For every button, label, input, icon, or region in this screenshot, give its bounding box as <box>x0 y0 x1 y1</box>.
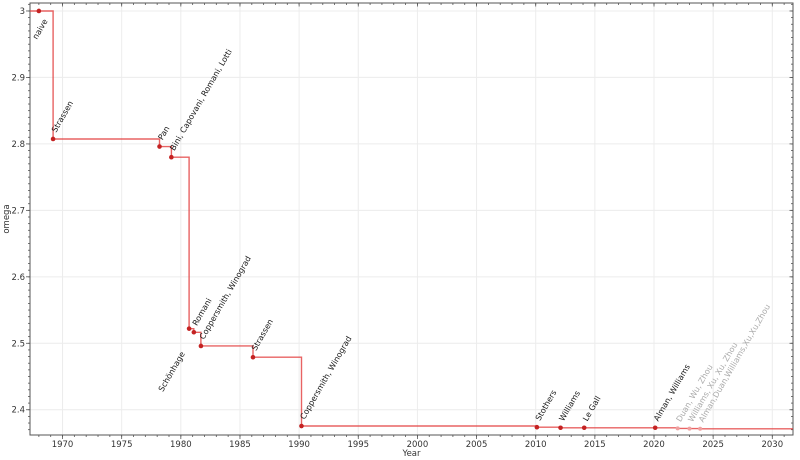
x-tick-label: 2025 <box>702 440 724 450</box>
x-tick-label: 2000 <box>407 440 429 450</box>
spines <box>29 2 794 436</box>
y-tick-label: 3 <box>20 7 25 17</box>
x-tick-label: 2030 <box>761 440 783 450</box>
y-tick-label: 2.9 <box>11 73 25 83</box>
x-axis-label: Year <box>402 449 422 459</box>
point-label: Strassen <box>250 318 275 353</box>
x-tick-label: 1990 <box>288 440 310 450</box>
axis-titles: Year omega <box>2 204 421 459</box>
data-point <box>698 426 703 431</box>
grid <box>30 3 793 435</box>
x-tick-label: 2010 <box>525 440 547 450</box>
x-tick-label: 1970 <box>52 440 74 450</box>
data-point <box>652 425 658 431</box>
data-point <box>50 136 56 142</box>
point-label: Schönhage <box>157 350 187 393</box>
point-label: Williams <box>557 389 582 423</box>
data-point <box>687 426 692 431</box>
x-tick-label: 2015 <box>584 440 606 450</box>
data-line <box>30 10 793 430</box>
data-point <box>250 354 256 360</box>
point-label: Bini, Capovani, Romani, Lotti <box>168 48 234 152</box>
x-tick-label: 2005 <box>466 440 488 450</box>
y-axis-label: omega <box>2 204 12 233</box>
tick-labels: 1970 1975 1980 1985 1990 1995 2000 2005 2010 2015… <box>11 7 783 450</box>
y-tick-label: 2.5 <box>11 339 25 349</box>
x-tick-label: 1995 <box>347 440 369 450</box>
omega-step-line <box>30 10 793 430</box>
y-tick-label: 2.4 <box>11 406 25 416</box>
point-label: Le Gall <box>581 395 602 423</box>
y-tick-label: 2.7 <box>11 206 25 216</box>
point-label: Coppersmith, Winograd <box>298 335 353 421</box>
x-tick-label: 1980 <box>170 440 192 450</box>
data-point <box>157 144 162 149</box>
point-label: naive <box>31 17 50 40</box>
y-tick-label: 2.6 <box>11 273 25 283</box>
data-point <box>36 8 42 14</box>
data-point <box>186 326 192 331</box>
data-point <box>534 424 540 430</box>
point-label: Alman,Duan,Williams,Xu,Xu,Zhou <box>697 303 772 424</box>
data-points <box>36 8 703 431</box>
data-point <box>675 426 680 431</box>
x-tick-label: 2020 <box>643 440 665 450</box>
x-tick-label: 1975 <box>111 440 133 450</box>
data-point <box>581 425 587 431</box>
data-point <box>191 329 197 335</box>
point-label: Pan <box>156 125 171 142</box>
data-point <box>169 154 174 160</box>
x-tick-label: 1985 <box>229 440 251 450</box>
plot-border <box>29 2 794 436</box>
point-label: Stothers <box>534 389 559 423</box>
ticks <box>26 3 793 439</box>
data-point <box>198 343 204 349</box>
y-tick-label: 2.8 <box>11 140 25 150</box>
data-point <box>299 423 304 429</box>
data-point <box>558 425 563 431</box>
